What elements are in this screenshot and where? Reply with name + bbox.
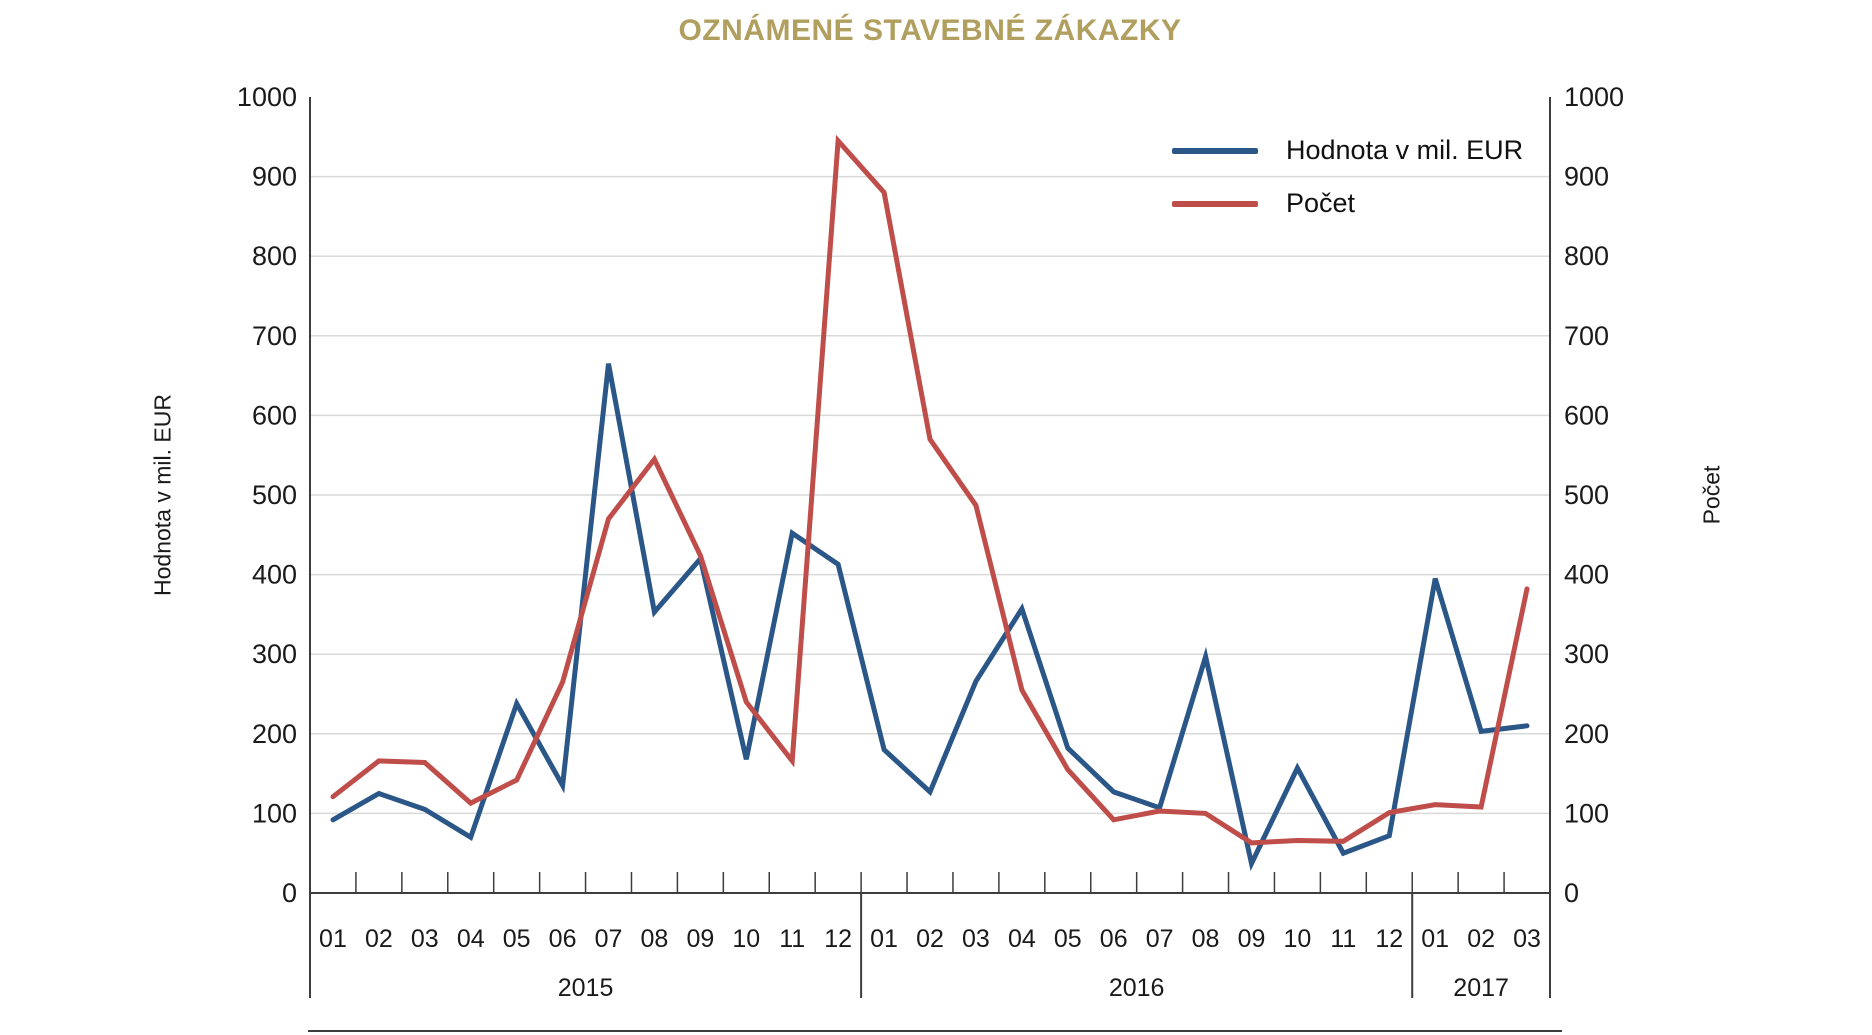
legend-item-hodnota: Hodnota v mil. EUR (1172, 124, 1523, 177)
legend-swatch-hodnota (1172, 147, 1258, 154)
legend-label-pocet: Počet (1286, 188, 1356, 218)
right-tick-label: 900 (1564, 162, 1609, 192)
month-label: 03 (962, 925, 990, 953)
month-label: 02 (916, 925, 944, 953)
legend: Hodnota v mil. EUR Počet (1172, 124, 1523, 230)
month-label: 08 (1192, 925, 1220, 953)
month-label: 07 (595, 925, 623, 953)
legend-item-pocet: Počet (1172, 177, 1523, 230)
month-label: 10 (1284, 925, 1312, 953)
month-label: 01 (1421, 925, 1449, 953)
chart-title: OZNÁMENÉ STAVEBNÉ ZÁKAZKY (678, 14, 1182, 47)
right-tick-label: 800 (1564, 241, 1609, 271)
left-tick-label: 100 (252, 798, 297, 828)
left-tick-label: 900 (252, 162, 297, 192)
month-label: 12 (1375, 925, 1403, 953)
right-tick-label: 500 (1564, 480, 1609, 510)
left-tick-label: 600 (252, 400, 297, 430)
month-label: 06 (549, 925, 577, 953)
year-label: 2016 (1109, 974, 1165, 1002)
series-line-hodnota (330, 363, 1530, 872)
month-label: 05 (503, 925, 531, 953)
month-label: 09 (1238, 925, 1266, 953)
month-label: 11 (1330, 925, 1356, 953)
right-tick-label: 1000 (1564, 82, 1624, 112)
right-tick-label: 700 (1564, 321, 1609, 351)
gridlines (310, 175, 1550, 815)
year-label: 2015 (558, 974, 614, 1002)
right-tick-label: 0 (1564, 878, 1579, 908)
year-labels: 2015 2016 2017 (558, 974, 1509, 1002)
legend-label-hodnota: Hodnota v mil. EUR (1286, 135, 1524, 165)
month-label: 08 (641, 925, 669, 953)
month-label: 07 (1146, 925, 1174, 953)
month-label: 02 (365, 925, 393, 953)
month-label: 02 (1467, 925, 1495, 953)
month-label: 11 (779, 925, 805, 953)
month-label: 04 (1008, 925, 1036, 953)
left-tick-label: 0 (282, 878, 297, 908)
axes (308, 97, 1562, 1032)
axis-tick-labels: 0 0 100 100 200 200 300 300 400 400 500 500 600 600 70… (237, 82, 1624, 908)
right-tick-label: 400 (1564, 560, 1609, 590)
right-tick-label: 200 (1564, 719, 1609, 749)
month-label: 09 (686, 925, 714, 953)
month-label: 10 (732, 925, 760, 953)
series-line-pocet (330, 134, 1530, 846)
right-tick-label: 300 (1564, 639, 1609, 669)
month-label: 01 (870, 925, 898, 953)
month-label: 05 (1054, 925, 1082, 953)
left-tick-label: 800 (252, 241, 297, 271)
left-tick-label: 400 (252, 560, 297, 590)
legend-swatch-pocet (1172, 200, 1258, 207)
left-tick-label: 1000 (237, 82, 297, 112)
month-label: 04 (457, 925, 485, 953)
left-tick-label: 300 (252, 639, 297, 669)
month-label: 03 (1513, 925, 1541, 953)
month-label: 06 (1100, 925, 1128, 953)
right-tick-label: 100 (1564, 798, 1609, 828)
month-label: 01 (319, 925, 347, 953)
left-tick-label: 500 (252, 480, 297, 510)
right-tick-label: 600 (1564, 400, 1609, 430)
year-label: 2017 (1453, 974, 1509, 1002)
month-label: 12 (824, 925, 852, 953)
month-label: 03 (411, 925, 439, 953)
left-tick-label: 200 (252, 719, 297, 749)
month-labels: 01 02 03 04 05 06 07 08 09 10 11 12 01 02 03 04 05 06 07 08… (319, 925, 1541, 953)
left-tick-label: 700 (252, 321, 297, 351)
